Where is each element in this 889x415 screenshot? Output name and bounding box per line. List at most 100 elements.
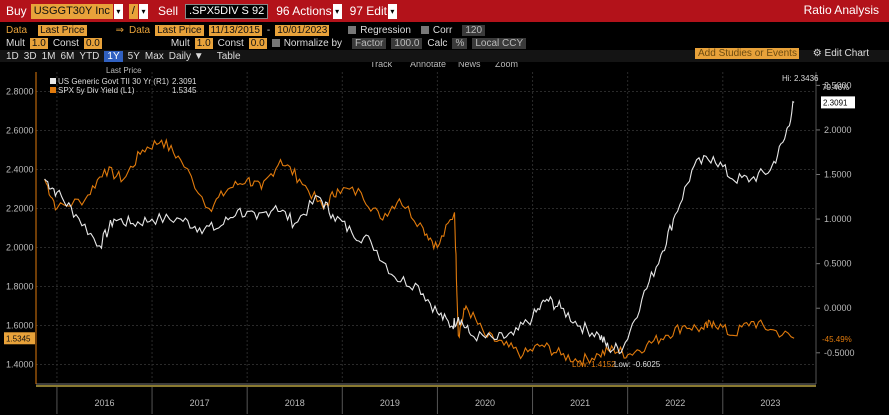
last-value-flag-left <box>4 332 35 345</box>
period-bar: 1D 3D 1M 6M YTD 1Y 5Y Max Daily ▼ Table <box>0 50 889 62</box>
factor-field[interactable]: 100.0 <box>391 37 423 49</box>
right-axis-tick: 0.5000 <box>824 259 852 269</box>
chart-tool-annotate: Annotate <box>410 62 446 69</box>
normalize-select[interactable]: Factor <box>352 37 387 49</box>
left-axis-tick: 1.4000 <box>6 360 34 370</box>
period-1y[interactable]: 1Y <box>104 50 123 62</box>
period-max[interactable]: Max <box>144 50 164 62</box>
right-axis-tick: -0.5000 <box>824 348 855 358</box>
left-axis-tick: 2.6000 <box>6 126 34 136</box>
left-axis-tick: 2.0000 <box>6 243 34 253</box>
add-studies-field[interactable]: Add Studies or Events <box>695 48 799 59</box>
data1-label: Data <box>6 24 28 36</box>
buy-label: Buy <box>6 4 27 18</box>
sell-label: Sell <box>157 4 178 18</box>
actions-menu[interactable]: 96 Actions <box>276 4 332 18</box>
edit-dropdown-icon[interactable]: ▾ <box>387 3 397 19</box>
legend-swatch-tii <box>50 78 56 84</box>
right-axis-tick: 1.0000 <box>824 214 852 224</box>
edit-chart-label: Edit Chart <box>824 48 869 59</box>
normalize-checkbox[interactable] <box>271 38 280 47</box>
chart-area[interactable]: 2.8000 2.6000 2.4000 2.2000 2.0000 1.8000 1.60… <box>0 62 889 415</box>
regression-checkbox[interactable] <box>348 25 357 34</box>
data2-label: Data <box>128 24 151 36</box>
arrow-icon: ⇒ <box>115 24 124 36</box>
series-line-tii-30yr <box>44 100 795 355</box>
actions-dropdown-icon[interactable]: ▾ <box>332 3 342 19</box>
legend-header: Last Price <box>106 66 142 75</box>
title-bar: Buy USGGT30Y Inc ▾ / ▾ Sell .SPX5DIV S 9… <box>0 0 889 22</box>
low-annotation-spx: Low: 1.4152 <box>572 360 616 369</box>
chart-tool-track: Track <box>370 62 393 69</box>
const2-field[interactable]: 0.0 <box>248 37 267 49</box>
normalize-label: Normalize by <box>283 37 343 49</box>
left-axis-tick: 2.4000 <box>6 165 34 175</box>
const1-label: Const <box>52 37 79 49</box>
legend-swatch-spx <box>50 87 56 93</box>
ccy-select[interactable]: Local CCY <box>472 37 527 49</box>
series-line-spx-div-yield <box>44 138 795 368</box>
legend-name-spx: SPX 5y Div Yield (L1) <box>58 86 135 95</box>
chart-background <box>0 62 889 415</box>
const1-field[interactable]: 0.0 <box>83 37 102 49</box>
operator-dropdown-icon[interactable]: ▾ <box>138 3 148 19</box>
mult2-label: Mult <box>170 37 190 49</box>
period-6m[interactable]: 6M <box>60 50 75 62</box>
operator-field[interactable]: / <box>128 3 138 19</box>
buy-dropdown-icon[interactable]: ▾ <box>113 3 123 19</box>
data-row: Data Last Price ⇒ Data Last Price 11/13/… <box>0 24 889 36</box>
period-1d[interactable]: 1D <box>6 50 19 62</box>
corr-value[interactable]: 120 <box>462 24 486 36</box>
period-1m[interactable]: 1M <box>41 50 56 62</box>
right-axis-tick: 2.5000 <box>824 80 852 90</box>
x-axis-tick: 2023 <box>760 398 780 408</box>
mult1-field[interactable]: 1.0 <box>29 37 48 49</box>
data2-select[interactable]: Last Price <box>155 24 204 36</box>
period-ytd[interactable]: YTD <box>79 50 100 62</box>
calc-select[interactable]: % <box>452 37 468 49</box>
pct-top-annotation: 79.46% <box>822 83 849 92</box>
left-axis-tick: 2.2000 <box>6 204 34 214</box>
left-axis-tick: 2.8000 <box>6 87 34 97</box>
left-axis-tick: 1.8000 <box>6 282 34 292</box>
last-value-right: 2.3091 <box>823 98 848 107</box>
ratio-chart[interactable]: 2.8000 2.6000 2.4000 2.2000 2.0000 1.8000 1.60… <box>0 62 889 415</box>
last-value-left: 1.5345 <box>6 334 31 343</box>
x-axis-tick: 2018 <box>285 398 305 408</box>
corr-label: Corr <box>432 24 453 36</box>
corr-checkbox[interactable] <box>420 25 429 34</box>
x-axis-tick: 2019 <box>380 398 400 408</box>
pct-bottom-annotation: -45.49% <box>822 335 852 344</box>
chart-tool-news: News <box>458 62 481 69</box>
x-axis-tick: 2016 <box>94 398 114 408</box>
x-axis-tick: 2020 <box>475 398 495 408</box>
edit-chart-button[interactable]: ⚙ Edit Chart <box>812 48 869 59</box>
left-axis-tick: 1.6000 <box>6 321 34 331</box>
period-5y[interactable]: 5Y <box>127 50 140 62</box>
buy-ticker-field[interactable]: USGGT30Y Inc <box>30 3 113 19</box>
date-dash: - <box>266 24 271 36</box>
data1-select[interactable]: Last Price <box>38 24 87 36</box>
hi-annotation: Hi: 2.3436 <box>782 74 819 83</box>
date-from-field[interactable]: 11/13/2015 <box>208 24 262 36</box>
table-button[interactable]: Table <box>216 50 241 62</box>
edit-menu[interactable]: 97 Edit <box>349 4 387 18</box>
right-axis-tick: 0.0000 <box>824 303 852 313</box>
period-3d[interactable]: 3D <box>23 50 37 62</box>
low-annotation-tii: Low: -0.6025 <box>614 360 661 369</box>
x-axis-tick: 2022 <box>665 398 685 408</box>
x-axis-tick: 2021 <box>570 398 590 408</box>
sell-ticker-field[interactable]: .SPX5DIV S 92 <box>184 3 269 19</box>
page-title: Ratio Analysis <box>803 3 879 17</box>
legend-value-tii: 2.3091 <box>172 77 197 86</box>
frequency-select[interactable]: Daily ▼ <box>168 50 204 62</box>
mult1-label: Mult <box>6 37 25 49</box>
const2-label: Const <box>217 37 244 49</box>
right-axis-tick: 1.5000 <box>824 170 852 180</box>
chart-tool-zoom: Zoom <box>495 62 518 69</box>
right-axis-tick: 2.0000 <box>824 125 852 135</box>
mult2-field[interactable]: 1.0 <box>194 37 213 49</box>
calc-label: Calc <box>427 37 448 49</box>
date-to-field[interactable]: 10/01/2023 <box>275 24 330 36</box>
legend-name-tii: US Generic Govt TII 30 Yr (R1) <box>58 77 169 86</box>
